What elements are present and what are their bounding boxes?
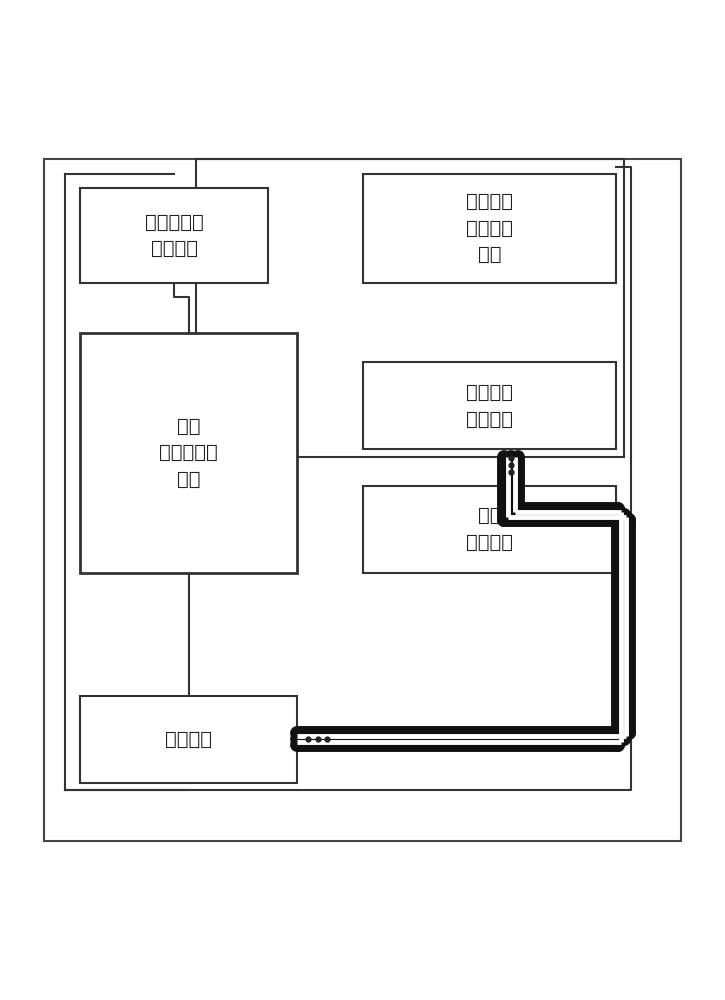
Bar xyxy=(44,159,681,841)
Bar xyxy=(362,362,616,449)
Bar xyxy=(80,333,297,572)
Text: 车窗升降
马达控制
电路: 车窗升降 马达控制 电路 xyxy=(466,192,513,264)
Bar xyxy=(362,486,616,572)
Text: 后除霜加热
控制电路: 后除霜加热 控制电路 xyxy=(144,213,204,258)
Text: 喇叭
控制电路: 喇叭 控制电路 xyxy=(466,506,513,552)
Bar xyxy=(196,159,624,456)
Bar xyxy=(80,696,297,783)
Text: 远近光灯
控制电路: 远近光灯 控制电路 xyxy=(466,383,513,428)
Bar xyxy=(80,188,268,282)
Text: 汽车
电器集成控
制器: 汽车 电器集成控 制器 xyxy=(159,417,218,489)
Text: 电源电路: 电源电路 xyxy=(165,730,212,749)
Bar xyxy=(362,174,616,282)
